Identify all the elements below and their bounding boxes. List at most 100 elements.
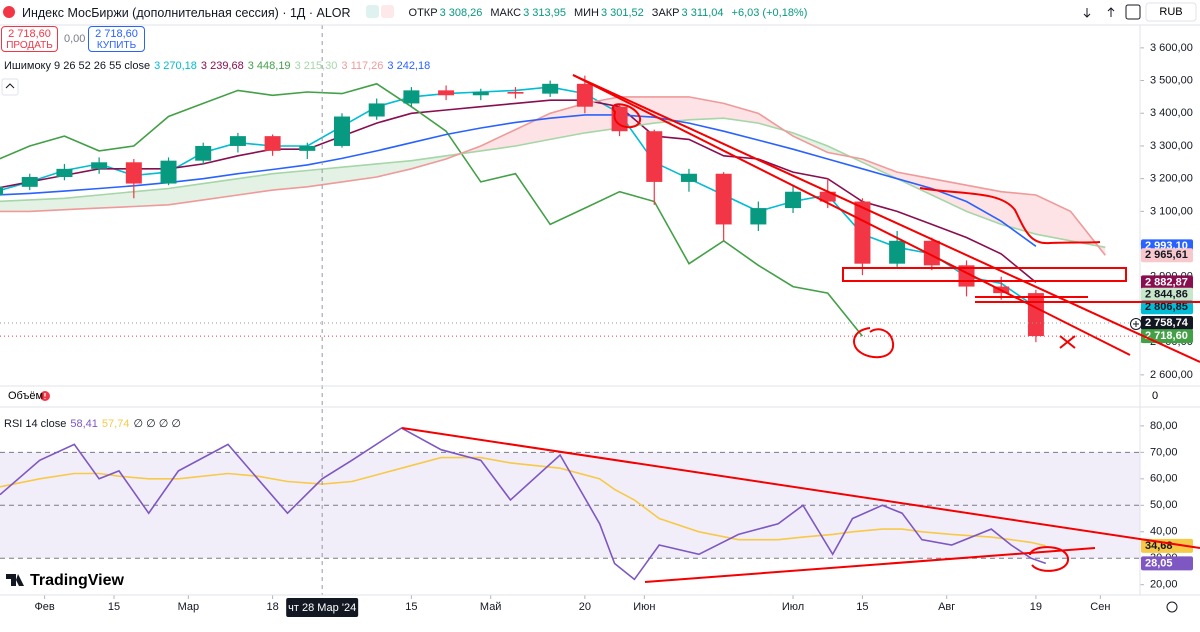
line <box>0 456 1046 547</box>
cloud-segment <box>723 103 759 124</box>
scroll-icon[interactable] <box>1083 8 1091 18</box>
alert-icon[interactable] <box>381 5 394 18</box>
ichimoku-legend: Ишимоку 9 26 52 26 55 close 3 270,18 3 23… <box>4 60 434 72</box>
rsi-circle-mark <box>1029 546 1069 572</box>
candle-body <box>889 240 906 264</box>
buy-label: КУПИТЬ <box>96 40 137 51</box>
rsi-pane <box>0 427 1140 581</box>
y-tick-label: 20,00 <box>1150 579 1178 591</box>
plus-glyph <box>1133 321 1139 327</box>
symbol-title[interactable]: Индекс МосБиржи (дополнительная сессия) … <box>22 6 351 20</box>
rsi-trend-line <box>644 547 1096 583</box>
candle-body <box>715 173 732 225</box>
market-status-icon[interactable] <box>366 5 379 18</box>
legend-value: 58,41 <box>70 417 98 430</box>
x-tick-label: 18 <box>266 601 278 613</box>
candle-body <box>785 191 802 209</box>
ohlc-label: МИН <box>573 7 599 19</box>
ohlc-value: 3 301,52 <box>600 7 644 19</box>
sell-price: 2 718,60 <box>8 28 51 40</box>
cloud-segment <box>237 173 273 196</box>
volume-title: Объём <box>8 390 43 402</box>
legend-value: 3 270,18 <box>154 60 197 72</box>
legend-value: 3 215,30 <box>294 60 338 72</box>
price-label: 2 882,87 <box>1145 276 1188 288</box>
cloud-segment <box>376 160 412 178</box>
legend-value: 3 117,26 <box>341 60 384 72</box>
y-tick-label: 80,00 <box>1150 420 1178 432</box>
line <box>0 96 1106 256</box>
candle-body <box>923 240 940 266</box>
x-tick-label: Фев <box>34 601 54 613</box>
collapse-icon[interactable] <box>5 83 15 89</box>
screenshot-icon[interactable] <box>1125 4 1141 20</box>
legend-value: 3 448,19 <box>247 60 291 72</box>
candle-body <box>56 168 73 178</box>
candle-body <box>264 136 281 151</box>
volume-axis-label: 0 <box>1152 390 1158 402</box>
currency-box[interactable] <box>1145 2 1197 22</box>
legend-value: 57,74 <box>101 417 130 430</box>
line <box>0 427 1047 581</box>
sell-button[interactable]: 2 718,60 ПРОДАТЬ <box>1 26 58 52</box>
line <box>0 117 1106 249</box>
cloud-segment <box>133 188 169 207</box>
scroll-icon[interactable] <box>1107 7 1115 17</box>
candle-body <box>125 162 142 184</box>
candle-body <box>91 162 108 169</box>
sell-label: ПРОДАТЬ <box>6 40 53 51</box>
price-label: 2 718,60 <box>1145 330 1188 342</box>
y-tick-label: 2 600,00 <box>1150 369 1193 381</box>
circle-mark <box>611 103 641 129</box>
candle-body <box>21 177 38 187</box>
cloud-segment <box>480 129 516 151</box>
ohlc-label: ОТКР <box>408 7 438 19</box>
settings-icon[interactable] <box>1166 601 1178 613</box>
currency[interactable]: RUB <box>1159 6 1182 18</box>
y-tick-label: 3 400,00 <box>1150 107 1193 119</box>
candle-body <box>819 191 836 202</box>
candle-body <box>368 103 385 117</box>
candle-body <box>542 83 559 94</box>
price-label: 2 806,85 <box>1145 301 1188 313</box>
buy-price: 2 718,60 <box>95 28 138 40</box>
indicator-title[interactable]: RSI 14 close <box>4 417 67 430</box>
zone-box <box>842 267 1127 282</box>
cloud-segment <box>99 191 134 209</box>
x-tick-label: Май <box>480 601 502 613</box>
legend-value: 3 242,18 <box>387 60 431 72</box>
x-tick-label: 20 <box>579 601 591 613</box>
y-tick-label: 3 500,00 <box>1150 74 1193 86</box>
collapse-button[interactable] <box>1 78 19 96</box>
cloud-segment <box>203 178 238 200</box>
y-tick-label: 3 600,00 <box>1150 42 1193 54</box>
x-tick-label: Сен <box>1090 601 1110 613</box>
candle-body <box>195 145 212 161</box>
candle-body <box>229 136 246 146</box>
y-tick-label: 50,00 <box>1150 499 1178 511</box>
x-tick-label: Июн <box>633 601 655 613</box>
symbol-header: Индекс МосБиржи (дополнительная сессия) … <box>22 5 815 21</box>
candle-body <box>1027 293 1044 337</box>
ohlc-label: МАКС <box>490 7 522 19</box>
price-label-box <box>1141 329 1193 344</box>
brand-logo <box>6 574 24 586</box>
x-tick-label: 19 <box>1030 601 1042 613</box>
cloud-segment <box>29 198 65 212</box>
price-label: 2 844,86 <box>1145 289 1188 301</box>
candle-body <box>854 201 871 264</box>
candle-body <box>438 90 455 96</box>
y-tick-label: 40,00 <box>1150 526 1178 538</box>
ohlc-value: 3 311,04 <box>681 7 724 19</box>
y-tick-label: 3 100,00 <box>1150 205 1193 217</box>
y-tick-label: 60,00 <box>1150 473 1178 485</box>
buy-button[interactable]: 2 718,60 КУПИТЬ <box>88 26 145 52</box>
cloud-segment <box>168 183 204 205</box>
line <box>0 82 864 337</box>
legend-extra: ∅ ∅ ∅ ∅ <box>133 418 181 430</box>
candle-body <box>472 91 489 96</box>
candle-body <box>750 208 767 225</box>
ohlc-label: ЗАКР <box>651 7 680 19</box>
indicator-title[interactable]: Ишимоку 9 26 52 26 55 close <box>4 60 151 72</box>
